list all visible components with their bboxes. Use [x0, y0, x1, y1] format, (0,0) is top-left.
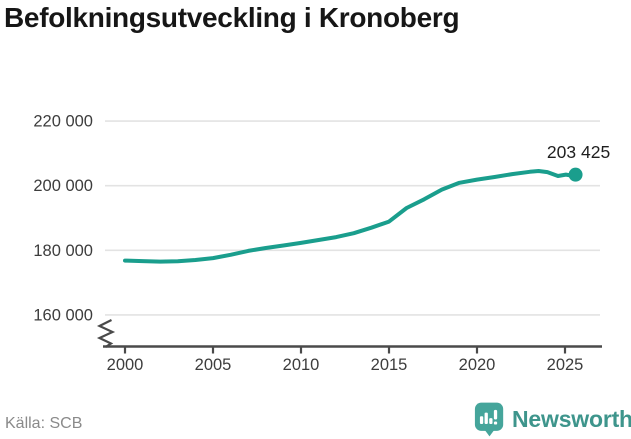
newsworthy-bubble-chart-icon	[474, 402, 504, 437]
x-axis	[96, 319, 602, 354]
x-axis-tick-label: 2015	[371, 356, 408, 374]
chart-title: Befolkningsutveckling i Kronoberg	[4, 2, 460, 33]
x-axis-tick-label: 2005	[195, 356, 232, 374]
x-axis-tick-label: 2025	[547, 356, 584, 374]
newsworthy-logo: Newsworthy	[474, 401, 631, 437]
population-line	[123, 169, 578, 264]
y-axis-tick-label: 220 000	[33, 113, 93, 131]
last-data-point	[568, 167, 583, 182]
source-credit: Källa: SCB	[5, 415, 83, 432]
x-axis-tick-labels: 2000 2005 2010 2015 2020 2025	[107, 356, 584, 374]
y-axis-tick-label: 180 000	[33, 242, 93, 260]
gridlines	[105, 120, 600, 316]
x-axis-tick-label: 2000	[107, 356, 144, 374]
y-axis-tick-label: 200 000	[33, 177, 93, 195]
y-axis-tick-label: 160 000	[33, 306, 93, 324]
axis-break-zigzag-icon	[96, 319, 116, 348]
population-line-chart: 160 000 180 000 200 000 220 000 2000 2005 201…	[33, 113, 610, 374]
data-series	[123, 167, 583, 264]
newsworthy-wordmark: Newsworthy	[512, 405, 631, 432]
last-value-annotation: 203 425	[547, 142, 610, 162]
x-axis-tick-label: 2020	[459, 356, 496, 374]
y-axis-tick-labels: 160 000 180 000 200 000 220 000	[33, 113, 93, 325]
x-axis-tick-label: 2010	[283, 356, 320, 374]
last-value-label: 203 425	[547, 142, 610, 162]
